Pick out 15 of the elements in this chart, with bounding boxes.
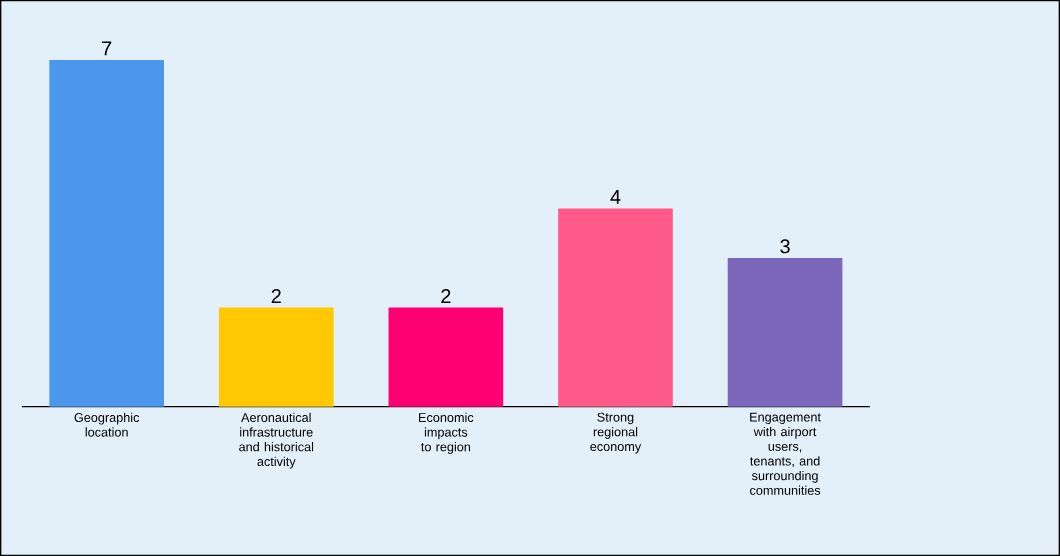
- x-tick-label: Economic impacts to region: [419, 412, 474, 454]
- bar: [388, 307, 504, 407]
- data-label: 3: [780, 239, 790, 254]
- data-label: 4: [610, 190, 621, 204]
- bar: [558, 208, 673, 407]
- x-tick-label: Strong regional economy: [590, 412, 642, 454]
- x-tick-label: Aeronautical infrastructure and historical activity: [239, 412, 314, 469]
- data-label: 2: [441, 288, 451, 303]
- bar: [218, 307, 334, 407]
- bar: [49, 59, 165, 407]
- bar: [727, 258, 843, 407]
- x-tick-label: Engagement with airport users, tenants, and surrounding communities: [750, 412, 821, 495]
- x-tick-label: Geographic location: [74, 412, 140, 437]
- data-label: 7: [102, 41, 112, 56]
- data-label: 2: [271, 288, 281, 303]
